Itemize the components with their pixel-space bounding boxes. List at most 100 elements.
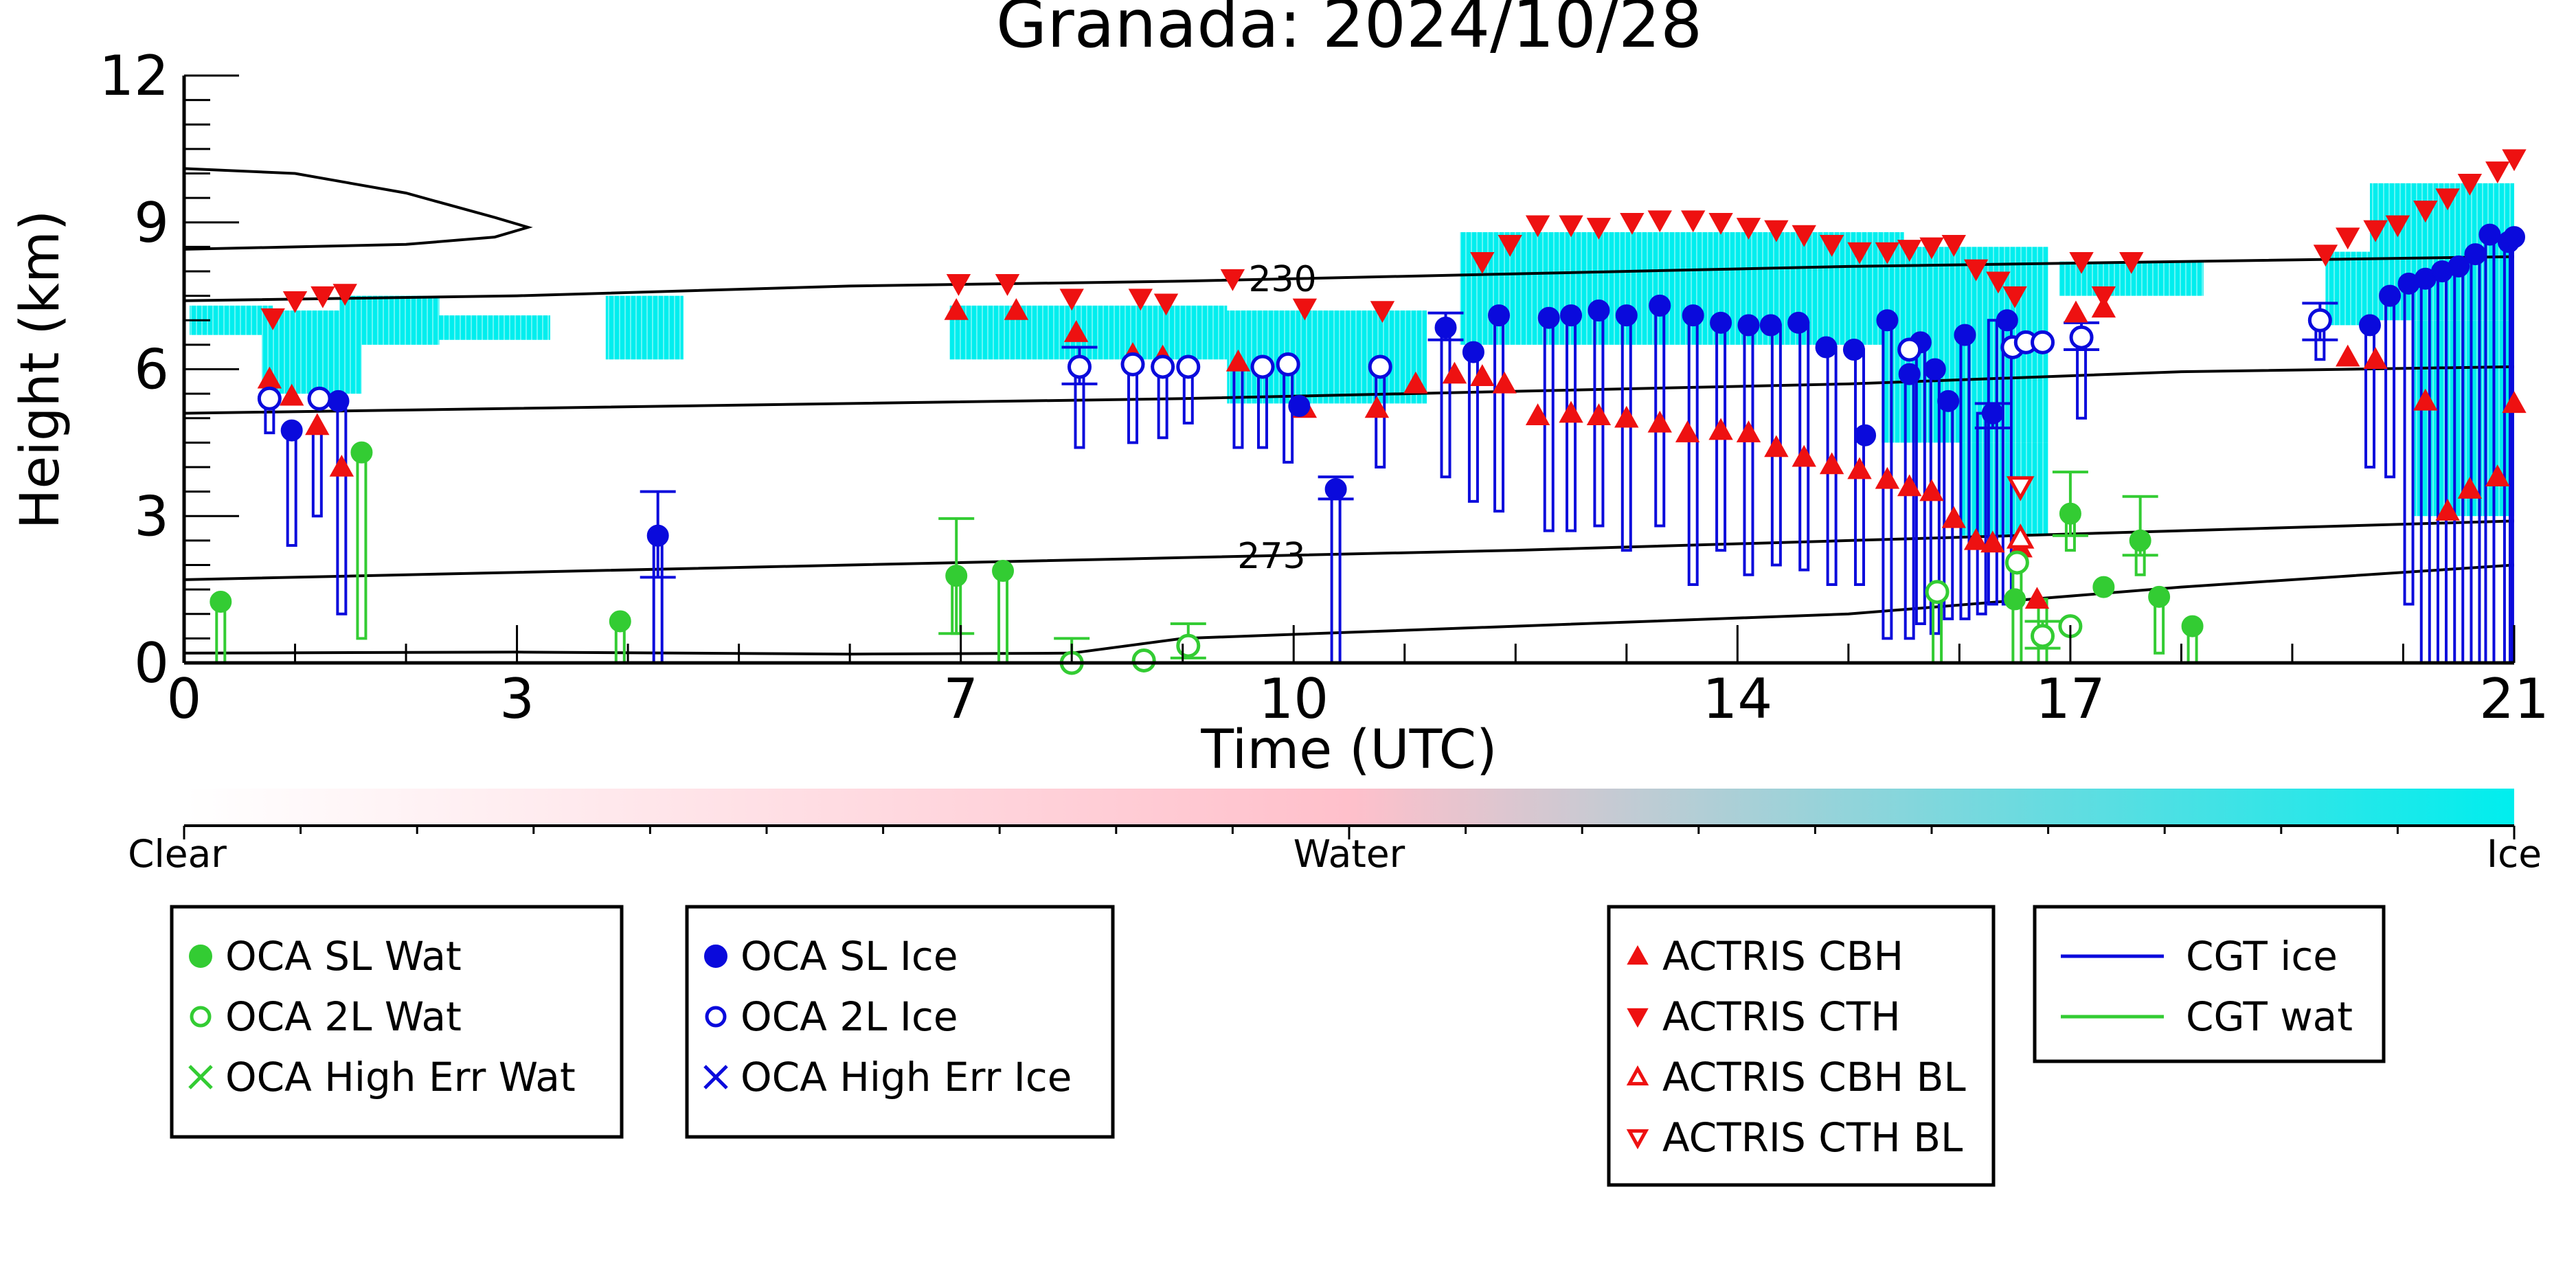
legend-marker-x: [188, 1065, 213, 1089]
legend-marker-open-circle: [190, 1006, 212, 1028]
actris-cth-marker: [1736, 218, 1761, 240]
oca-2l-wat-marker: [1925, 580, 1950, 605]
actris-cth-marker: [1292, 298, 1318, 321]
actris-cbh-marker: [2363, 347, 2388, 370]
oca-sl-ice-marker: [2464, 243, 2487, 266]
colorbar-ticks: [183, 826, 2516, 839]
actris-cth-marker: [1620, 212, 1645, 235]
actris-cth-marker: [1847, 242, 1872, 264]
actris-cth-marker: [946, 274, 971, 296]
actris-cbh-marker: [1647, 410, 1672, 433]
legend-marker-x: [703, 1065, 728, 1089]
y-tick-label: 6: [134, 338, 169, 402]
x-tick-label: 14: [1702, 667, 1772, 731]
oca-sl-ice-marker: [1854, 424, 1877, 447]
actris-cth-marker: [2502, 149, 2527, 172]
cloud-region: [605, 295, 683, 360]
oca-sl-ice-marker: [1434, 316, 1457, 339]
oca-sl-ice-marker: [1996, 309, 2018, 332]
actris-cbh-marker: [1492, 371, 1517, 394]
contour-line: [184, 563, 2514, 656]
x-tick-label: 10: [1258, 667, 1329, 731]
actris-cth-marker: [260, 308, 285, 330]
legend-item-label: OCA SL Wat: [225, 933, 462, 980]
actris-cbh-marker: [1708, 418, 1733, 440]
oca-sl-ice-marker: [1787, 311, 1810, 334]
chart-title: Granada: 2024/10/28: [996, 0, 1702, 63]
contour-line: [184, 519, 2514, 581]
oca-2l-ice-marker: [307, 386, 332, 411]
oca-2l-ice-marker: [1276, 352, 1300, 376]
actris-cbh-bl-marker: [2006, 523, 2035, 549]
oca-sl-ice-marker: [1898, 363, 1921, 385]
legend-item-label: ACTRIS CBH: [1662, 933, 1903, 980]
oca-sl-ice-marker: [1815, 336, 1838, 359]
actris-cth-marker: [2363, 220, 2388, 242]
cloud-region: [1460, 232, 1904, 345]
cloud-region: [949, 305, 1228, 360]
oca-2l-wat-marker: [1131, 648, 1156, 673]
oca-2l-ice-marker: [1067, 354, 1092, 379]
actris-cth-marker: [1498, 235, 1522, 257]
actris-cbh-marker: [305, 413, 330, 436]
oca-2l-ice-marker: [1151, 354, 1175, 379]
y-tick-label: 0: [134, 631, 169, 695]
colorbar-label-clear: Clear: [128, 832, 227, 876]
oca-sl-ice-marker: [1923, 358, 1946, 381]
actris-cbh-marker: [1403, 371, 1428, 394]
actris-cbh-marker: [2336, 344, 2360, 367]
actris-cbh-marker: [944, 297, 969, 320]
error-bars: [640, 302, 2338, 663]
cgt-ice-bar: [1467, 350, 1479, 503]
actris-cbh-marker: [2413, 388, 2438, 411]
oca-2l-ice-marker: [1176, 354, 1201, 379]
actris-cbh-marker: [1847, 457, 1872, 479]
actris-cbh-marker: [1004, 297, 1029, 320]
actris-cth-marker: [1941, 235, 1967, 257]
oca-2l-ice-marker: [1120, 352, 1145, 376]
oca-2l-ice-marker: [2069, 325, 2094, 350]
legend-item-label: ACTRIS CTH BL: [1662, 1114, 1963, 1161]
legend-frame: [2033, 905, 2386, 1063]
oca-sl-wat-marker: [2129, 529, 2151, 552]
oca-sl-ice-marker: [1588, 300, 1610, 321]
actris-cbh-marker: [1980, 530, 2005, 553]
actris-cth-marker: [2485, 161, 2510, 183]
oca-sl-ice-marker: [1954, 324, 1976, 346]
actris-cth-marker: [2119, 251, 2144, 274]
legend-marker-filled-circle: [704, 945, 727, 968]
legend-box-4: CGT ice CGT wat: [2033, 905, 2386, 1063]
oca-sl-wat-marker: [2004, 588, 2026, 611]
actris-cbh-marker: [1764, 435, 1789, 457]
oca-2l-ice-marker: [257, 386, 282, 411]
actris-cbh-marker: [1919, 479, 1944, 501]
legend-frame: [685, 905, 1115, 1139]
axes: 0 3 6 9 12 0 3 7 10 14 17 21: [99, 44, 2549, 731]
actris-cth-marker: [2435, 188, 2460, 211]
actris-cth-marker: [1153, 293, 1179, 316]
actris-cth-marker: [1919, 237, 1944, 260]
actris-cbh-marker: [1963, 528, 1989, 550]
oca-2l-wat-marker: [2031, 624, 2055, 648]
actris-cth-marker: [2336, 227, 2360, 250]
oca-sl-ice-marker: [1649, 294, 1671, 317]
oca-sl-ice-marker: [280, 419, 303, 442]
markers: [210, 149, 2527, 675]
cgt-wat-bar: [2011, 561, 2023, 663]
actris-cth-marker: [995, 274, 1020, 296]
cloud-region: [2325, 251, 2371, 326]
cgt-ice-bar: [1987, 319, 1998, 606]
oca-sl-ice-marker: [1737, 314, 1760, 337]
cgt-ice-bar: [1743, 324, 1754, 576]
x-tick-label: 7: [943, 667, 978, 731]
oca-sl-ice-marker: [1710, 311, 1732, 334]
oca-2l-ice-marker: [1368, 354, 1392, 379]
cloud-region: [339, 295, 440, 345]
legend-item-label: CGT ice: [2186, 933, 2338, 980]
oca-2l-wat-marker: [2004, 550, 2029, 575]
actris-cth-marker: [1897, 240, 1922, 262]
actris-cbh-marker: [1614, 405, 1639, 428]
legend-marker-open-circle: [705, 1006, 727, 1028]
oca-sl-ice-marker: [1981, 402, 2004, 425]
cloud-mask: [190, 183, 2514, 536]
